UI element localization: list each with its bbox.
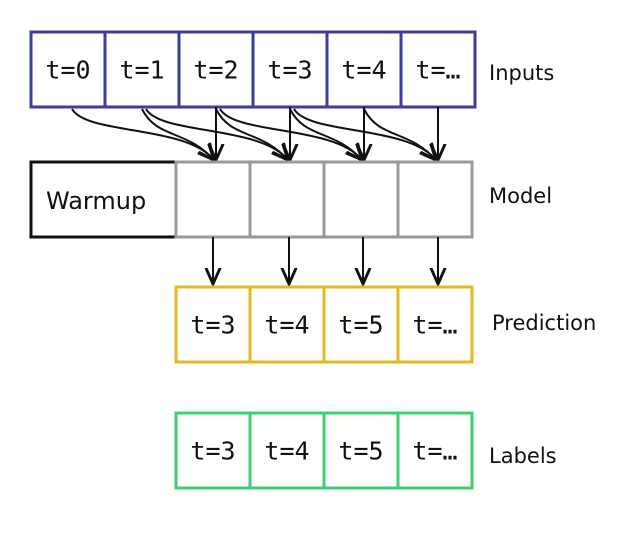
inputs-label: Inputs <box>489 61 554 85</box>
input-cell-text: t=4 <box>341 56 386 85</box>
model-step-cell <box>322 160 400 239</box>
model-step-cell <box>248 160 326 239</box>
input-arrow <box>141 108 214 160</box>
prediction-row: t=3 t=4 t=5 t=… Prediction <box>174 285 596 364</box>
label-cell-text: t=4 <box>264 437 309 466</box>
label-cells: t=3 t=4 t=5 t=… <box>174 411 474 490</box>
input-cell-text: t=… <box>415 56 460 85</box>
input-to-model-arrows <box>71 107 438 160</box>
model-to-prediction-arrows <box>213 237 438 284</box>
input-arrow <box>289 108 362 160</box>
input-arrow <box>363 108 436 160</box>
label-cell-text: t=5 <box>338 437 383 466</box>
prediction-cell <box>396 285 474 364</box>
prediction-cell-text: t=3 <box>190 311 235 340</box>
model-step-cell <box>174 160 252 239</box>
prediction-cell-text: t=5 <box>338 311 383 340</box>
model-label: Model <box>489 184 552 208</box>
label-cell <box>396 411 474 490</box>
inputs-row: t=0 t=1 t=2 t=3 t=4 t=… Inputs <box>29 30 554 109</box>
input-arrow <box>71 108 214 160</box>
label-cell-text: t=3 <box>190 437 235 466</box>
model-row: Warmup Model <box>29 160 552 239</box>
labels-label: Labels <box>489 444 557 468</box>
labels-row: t=3 t=4 t=5 t=… Labels <box>174 411 557 490</box>
input-cell-text: t=3 <box>267 56 312 85</box>
model-step-cell <box>396 160 474 239</box>
prediction-cell-text: t=… <box>412 311 457 340</box>
input-cell-text: t=2 <box>193 56 238 85</box>
input-cell-text: t=1 <box>119 56 164 85</box>
model-cells <box>174 160 474 239</box>
input-cells: t=0 t=1 t=2 t=3 t=4 t=… <box>29 30 477 109</box>
input-cell-text: t=0 <box>45 56 90 85</box>
prediction-cells: t=3 t=4 t=5 t=… <box>174 285 474 364</box>
label-cell-text: t=… <box>412 437 457 466</box>
input-arrow <box>215 108 288 160</box>
prediction-cell-text: t=4 <box>264 311 309 340</box>
prediction-label: Prediction <box>492 311 596 335</box>
warmup-label: Warmup <box>46 187 146 215</box>
